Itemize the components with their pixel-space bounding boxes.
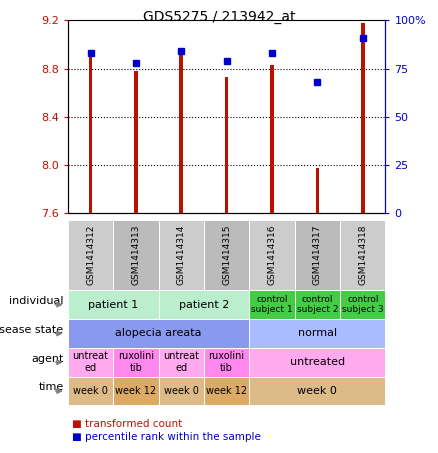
Text: GSM1414317: GSM1414317 — [313, 225, 322, 285]
Bar — [270, 65, 274, 213]
Text: week 0: week 0 — [73, 386, 108, 396]
Text: disease state: disease state — [0, 325, 64, 335]
Bar — [180, 54, 183, 213]
Text: week 12: week 12 — [115, 386, 156, 396]
Text: GSM1414313: GSM1414313 — [131, 225, 141, 285]
Text: GSM1414314: GSM1414314 — [177, 225, 186, 285]
Bar — [134, 71, 138, 213]
Bar — [361, 23, 364, 213]
Text: ■ transformed count: ■ transformed count — [72, 419, 183, 429]
Text: GSM1414315: GSM1414315 — [222, 225, 231, 285]
Text: agent: agent — [31, 354, 64, 364]
Text: control
subject 3: control subject 3 — [342, 295, 384, 314]
Text: ruxolini
tib: ruxolini tib — [118, 352, 154, 373]
Text: week 12: week 12 — [206, 386, 247, 396]
Text: ruxolini
tib: ruxolini tib — [208, 352, 245, 373]
Text: control
subject 1: control subject 1 — [251, 295, 293, 314]
Text: untreat
ed: untreat ed — [73, 352, 109, 373]
Bar — [315, 169, 319, 213]
Text: time: time — [38, 382, 64, 392]
Text: alopecia areata: alopecia areata — [115, 328, 202, 338]
Text: ■ percentile rank within the sample: ■ percentile rank within the sample — [72, 432, 261, 442]
Text: week 0: week 0 — [297, 386, 337, 396]
Text: individual: individual — [9, 296, 64, 306]
Text: control
subject 2: control subject 2 — [297, 295, 338, 314]
Bar — [225, 77, 229, 213]
Bar — [89, 53, 92, 213]
Text: GDS5275 / 213942_at: GDS5275 / 213942_at — [143, 10, 295, 24]
Text: untreated: untreated — [290, 357, 345, 367]
Text: untreat
ed: untreat ed — [163, 352, 199, 373]
Text: GSM1414316: GSM1414316 — [268, 225, 276, 285]
Text: week 0: week 0 — [164, 386, 199, 396]
Text: GSM1414318: GSM1414318 — [358, 225, 367, 285]
Text: patient 2: patient 2 — [179, 300, 229, 310]
Text: patient 1: patient 1 — [88, 300, 138, 310]
Text: GSM1414312: GSM1414312 — [86, 225, 95, 285]
Text: normal: normal — [298, 328, 337, 338]
